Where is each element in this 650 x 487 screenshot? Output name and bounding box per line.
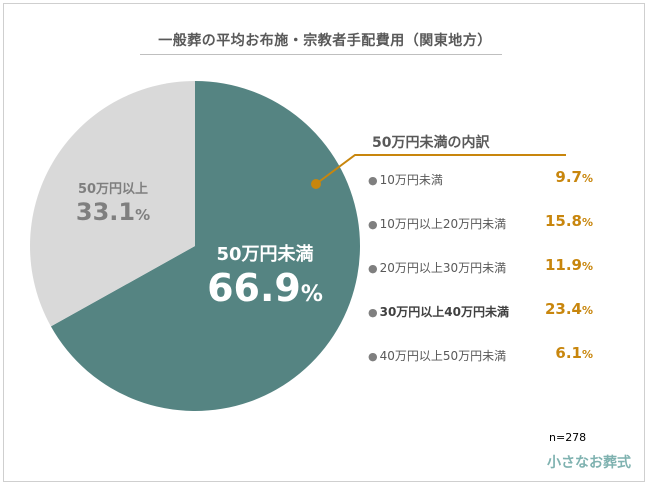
breakdown-title: 50万円未満の内訳 (372, 135, 490, 151)
slice-label-under-50: 50万円未満 66.9% (190, 240, 340, 317)
breakdown-item-label: ● 40万円以上50万円未満 (368, 349, 507, 363)
breakdown-item: ● 10万円以上20万円未満 15.8% (368, 212, 593, 234)
breakdown-leader-line (315, 154, 566, 185)
breakdown-item: ● 30万円以上40万円未満 23.4% (368, 300, 593, 322)
breakdown-item: ● 20万円以上30万円未満 11.9% (368, 256, 593, 278)
breakdown-item-label: ● 20万円以上30万円未満 (368, 261, 507, 275)
bullet-icon: ● (368, 218, 378, 231)
pie-slice-under-50 (50, 81, 361, 411)
slice-name-over-50: 50万円以上 (77, 182, 149, 197)
slice-label-over-50: 50万円以上 33.1% (58, 178, 168, 230)
slice-unit-over-50: % (135, 206, 151, 224)
bullet-icon: ● (368, 262, 378, 275)
breakdown-item-value: 6.1% (555, 344, 593, 362)
brand-logo: 小さなお葬式 (547, 455, 631, 471)
breakdown-item-label: ● 10万円以上20万円未満 (368, 217, 507, 231)
breakdown-item: ● 10万円未満 9.7% (368, 168, 593, 190)
pie-slice-over-50 (29, 81, 195, 327)
slice-unit-under-50: % (300, 282, 323, 307)
slice-name-under-50: 50万円未満 (216, 244, 314, 265)
breakdown-leader-dot (311, 179, 321, 189)
bullet-icon: ● (368, 306, 378, 319)
breakdown-item-value: 15.8% (544, 212, 593, 230)
breakdown-item-label: ● 10万円未満 (368, 173, 443, 187)
bullet-icon: ● (368, 350, 378, 363)
breakdown-item-value: 23.4% (544, 300, 593, 318)
slice-value-under-50: 66.9 (207, 266, 301, 310)
slice-value-over-50: 33.1 (75, 198, 136, 226)
breakdown-item-value: 11.9% (544, 256, 593, 274)
breakdown-item-label: ● 30万円以上40万円未満 (368, 305, 510, 319)
bullet-icon: ● (368, 174, 378, 187)
title-underline (140, 54, 502, 55)
breakdown-item-value: 9.7% (555, 168, 593, 186)
sample-size-note: n=278 (549, 431, 587, 444)
breakdown-item: ● 40万円以上50万円未満 6.1% (368, 344, 593, 366)
chart-title: 一般葬の平均お布施・宗教者手配費用（関東地方） (158, 33, 492, 49)
